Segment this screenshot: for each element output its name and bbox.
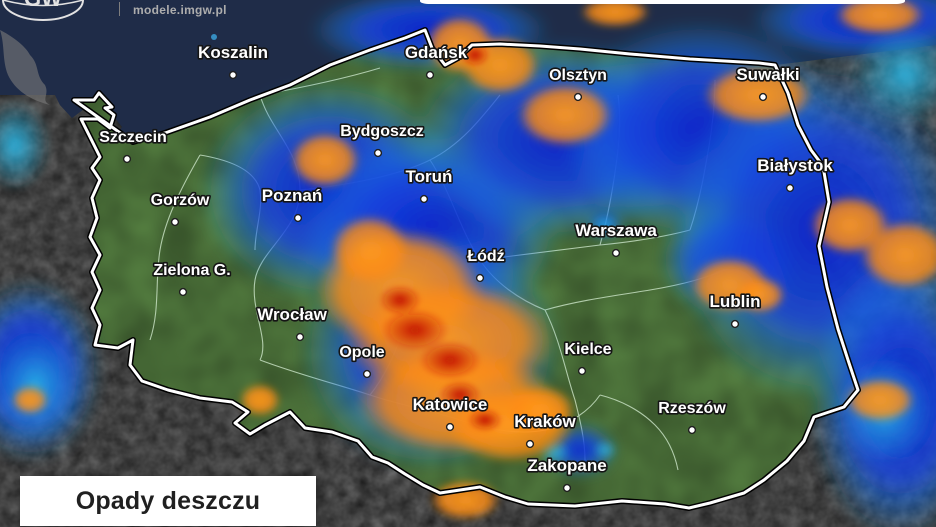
- svg-text:Lublin: Lublin: [710, 292, 761, 311]
- svg-text:Toruń: Toruń: [406, 167, 453, 186]
- svg-text:Gorzów: Gorzów: [151, 192, 210, 209]
- svg-text:Kielce: Kielce: [564, 341, 611, 358]
- svg-text:Koszalin: Koszalin: [198, 43, 268, 62]
- svg-text:Katowice: Katowice: [413, 395, 488, 414]
- svg-text:Olsztyn: Olsztyn: [549, 67, 607, 84]
- svg-text:Łódź: Łódź: [467, 248, 504, 265]
- svg-text:Suwałki: Suwałki: [736, 65, 799, 84]
- svg-text:Szczecin: Szczecin: [99, 129, 167, 146]
- svg-text:Poznań: Poznań: [262, 186, 322, 205]
- svg-text:Zakopane: Zakopane: [527, 456, 606, 475]
- svg-text:Zielona G.: Zielona G.: [153, 262, 230, 279]
- svg-text:Bydgoszcz: Bydgoszcz: [340, 123, 424, 140]
- svg-text:Opole: Opole: [339, 344, 384, 361]
- svg-text:Wrocław: Wrocław: [257, 305, 327, 324]
- svg-text:Białystok: Białystok: [757, 156, 833, 175]
- svg-text:Gdańsk: Gdańsk: [405, 43, 468, 62]
- svg-text:Kraków: Kraków: [514, 412, 576, 431]
- svg-text:Rzeszów: Rzeszów: [658, 400, 726, 417]
- svg-text:Warszawa: Warszawa: [575, 221, 657, 240]
